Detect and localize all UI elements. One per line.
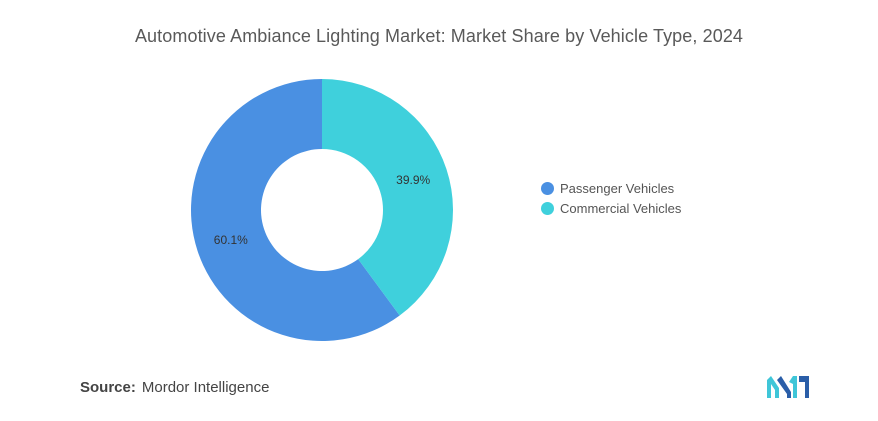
legend-item-commercial-vehicles[interactable]: Commercial Vehicles — [541, 198, 681, 218]
legend: Passenger Vehicles Commercial Vehicles — [541, 178, 681, 218]
slice-passenger-vehicles[interactable] — [190, 79, 400, 341]
legend-marker-commercial-vehicles — [541, 201, 554, 215]
legend-item-passenger-vehicles[interactable]: Passenger Vehicles — [541, 178, 681, 198]
legend-marker-passenger-vehicles — [541, 181, 554, 195]
source-label: Source: — [80, 379, 136, 396]
legend-label-commercial-vehicles: Commercial Vehicles — [560, 200, 682, 216]
source-note: Source: Mordor Intelligence — [80, 379, 269, 396]
mordor-intelligence-logo-icon — [767, 376, 809, 398]
slice-label-passenger-vehicles: 60.1% — [214, 233, 248, 247]
source-text: Mordor Intelligence — [141, 379, 270, 396]
slice-commercial-vehicles[interactable] — [322, 79, 453, 316]
slice-label-commercial-vehicles: 39.9% — [396, 173, 430, 187]
legend-label-passenger-vehicles: Passenger Vehicles — [560, 180, 675, 196]
chart-title: Automotive Ambiance Lighting Market: Mar… — [134, 26, 744, 46]
